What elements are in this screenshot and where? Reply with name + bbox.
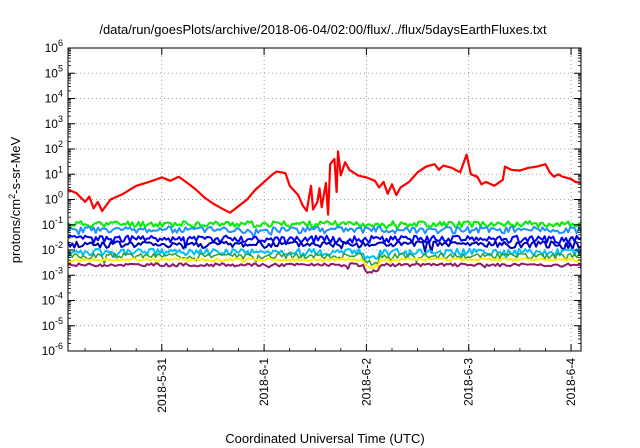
series-line [67,252,582,266]
grid-lines [68,48,581,351]
x-tick-label: 2018-6-2 [359,358,373,406]
y-tick-label: 100 [45,190,63,207]
y-tick-label: 105 [45,63,63,80]
y-tick-label: 10-6 [42,341,63,358]
series-line [67,262,582,274]
x-axis: 2018-5-31 2018-6-1 2018-6-2 2018-6-3 2018-6-… [84,48,578,413]
y-tick-label: 10-2 [42,240,63,257]
y-tick-label: 102 [45,139,63,156]
y-tick-label: 10-4 [42,291,63,308]
x-tick-label: 2018-5-31 [155,358,169,413]
y-tick-label: 10-5 [42,316,63,333]
series-line [67,150,582,216]
y-axis-label: protons/cm2-s-sr-MeV [7,136,23,263]
series-line [67,225,582,239]
x-tick-label: 2018-6-1 [257,358,271,406]
y-tick-label: 106 [45,38,63,55]
series-line [67,257,582,269]
x-axis-label: Coordinated Universal Time (UTC) [225,431,424,446]
y-tick-label: 101 [45,164,63,181]
chart-title: /data/run/goesPlots/archive/2018-06-04/0… [99,22,547,37]
y-tick-label: 104 [45,89,63,106]
y-tick-label: 103 [45,114,63,131]
y-tick-label: 10-1 [42,215,63,232]
x-tick-label: 2018-6-4 [564,358,578,406]
x-tick-label: 2018-6-3 [462,358,476,406]
y-tick-label: 10-3 [42,265,63,282]
series-lines [67,150,582,274]
series-line [67,247,582,261]
series-line [67,220,582,230]
series-line [67,234,582,249]
series-line [67,240,582,254]
